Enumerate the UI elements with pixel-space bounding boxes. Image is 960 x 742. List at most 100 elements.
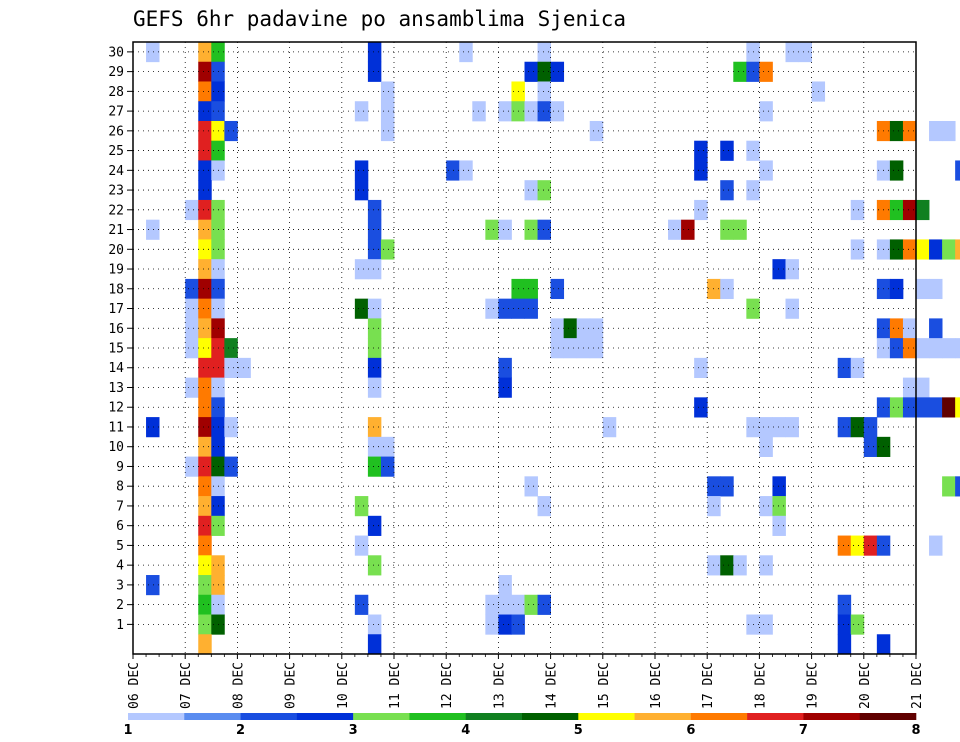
heatmap-cell	[759, 101, 773, 122]
y-tick-label: 10	[108, 440, 124, 455]
x-tick-label: 16 DEC	[649, 662, 664, 709]
colorbar-label: 8	[911, 723, 920, 738]
heatmap-cell	[198, 140, 212, 161]
heatmap-cell	[537, 101, 551, 122]
y-tick-label: 25	[108, 144, 124, 159]
heatmap-cell	[955, 160, 960, 181]
heatmap-cell	[889, 199, 904, 221]
colorbar: 1234567810121520	[123, 713, 921, 738]
heatmap-cell	[537, 219, 551, 240]
heatmap-cell	[942, 476, 956, 497]
heatmap-cell	[668, 219, 682, 240]
heatmap-cell	[550, 278, 565, 300]
colorbar-swatch	[747, 713, 804, 720]
colorbar-swatch	[296, 713, 354, 720]
y-tick-label: 26	[108, 124, 124, 139]
heatmap-cell	[524, 180, 538, 201]
heatmap-cell	[380, 101, 395, 122]
x-tick-label: 11 DEC	[388, 662, 403, 709]
heatmap-cell	[537, 496, 551, 517]
x-tick-label: 09 DEC	[284, 662, 299, 709]
x-tick-label: 17 DEC	[701, 662, 716, 709]
colorbar-swatch	[240, 713, 298, 720]
y-tick-label: 22	[108, 203, 124, 218]
heatmap-cell	[850, 614, 865, 635]
x-tick-label: 14 DEC	[545, 662, 560, 709]
y-tick-label: 19	[108, 263, 124, 278]
heatmap-cell	[146, 219, 160, 240]
heatmap-cell	[198, 259, 212, 280]
heatmap-cell	[354, 259, 369, 280]
colorbar-swatch	[128, 713, 185, 720]
heatmap-cell	[380, 436, 395, 457]
heatmap-cell	[863, 417, 878, 438]
heatmap-cell	[733, 219, 747, 240]
heatmap-cell	[694, 357, 708, 379]
heatmap-cell	[798, 42, 812, 63]
heatmap-cell	[498, 219, 512, 240]
heatmap-cell	[537, 180, 551, 201]
heatmap-cell	[863, 436, 878, 457]
heatmap-cell	[446, 160, 460, 181]
heatmap-cell	[563, 318, 578, 339]
y-tick-label: 5	[116, 539, 124, 554]
heatmap-cell	[850, 417, 865, 438]
heatmap-cell	[537, 81, 551, 102]
heatmap-cell	[198, 515, 212, 536]
heatmap-cell	[524, 298, 538, 319]
y-tick-label: 27	[108, 105, 124, 120]
heatmap-cell	[524, 278, 538, 300]
heatmap-cell	[198, 338, 212, 359]
heatmap-cell	[367, 515, 382, 536]
heatmap-cell	[146, 417, 160, 438]
heatmap-cell	[185, 298, 199, 319]
heatmap-cell	[955, 338, 960, 359]
plot-frame	[132, 41, 917, 655]
heatmap-cell	[459, 160, 473, 181]
y-tick-label: 2	[116, 598, 124, 613]
heatmap-cell	[694, 199, 708, 221]
heatmap-cell	[589, 120, 604, 142]
y-tick-label: 11	[108, 420, 124, 435]
y-tick-label: 18	[108, 282, 124, 297]
y-tick-label: 15	[108, 342, 124, 357]
y-tick-label: 13	[108, 381, 124, 396]
y-tick-label: 21	[108, 223, 124, 238]
heatmap-cell	[185, 278, 199, 300]
heatmap-cell	[563, 338, 578, 359]
heatmap-cell	[916, 397, 930, 418]
heatmap-cell	[550, 338, 565, 359]
heatmap-cell	[889, 160, 904, 181]
x-axis: 06 DEC 07 DEC 08 DEC 09 DEC 10 DEC 11 DEC 12 D…	[127, 654, 925, 709]
y-tick-label: 7	[116, 499, 124, 514]
heatmap-cell	[198, 476, 212, 497]
heatmap-cell	[850, 199, 865, 221]
heatmap-cell	[955, 397, 960, 418]
heatmap-cell	[198, 575, 212, 596]
heatmap-cell	[224, 357, 238, 379]
y-tick-label: 17	[108, 302, 124, 317]
heatmap-cell	[694, 397, 708, 418]
heatmap-cell	[720, 219, 734, 240]
heatmap-cell	[902, 338, 917, 359]
heatmap-cell	[367, 377, 382, 398]
colorbar-swatch	[409, 713, 467, 720]
y-tick-label: 4	[116, 559, 124, 574]
heatmap-cell	[759, 417, 773, 438]
heatmap-cell	[785, 259, 799, 280]
heatmap-cell	[902, 377, 917, 398]
heatmap-cell	[889, 278, 904, 300]
heatmap-cell	[524, 219, 538, 240]
heatmap-cell	[916, 199, 930, 221]
heatmap-cell	[902, 239, 917, 260]
colorbar-label: 3	[349, 723, 358, 738]
heatmap-cell	[354, 180, 369, 201]
heatmap-cell	[198, 298, 212, 319]
heatmap-cell	[185, 377, 199, 398]
colorbar-label: 7	[799, 723, 808, 738]
colorbar-label: 5	[574, 723, 583, 738]
heatmap-cell	[889, 239, 904, 260]
heatmap-cell	[889, 318, 904, 339]
heatmap-cell	[772, 417, 786, 438]
